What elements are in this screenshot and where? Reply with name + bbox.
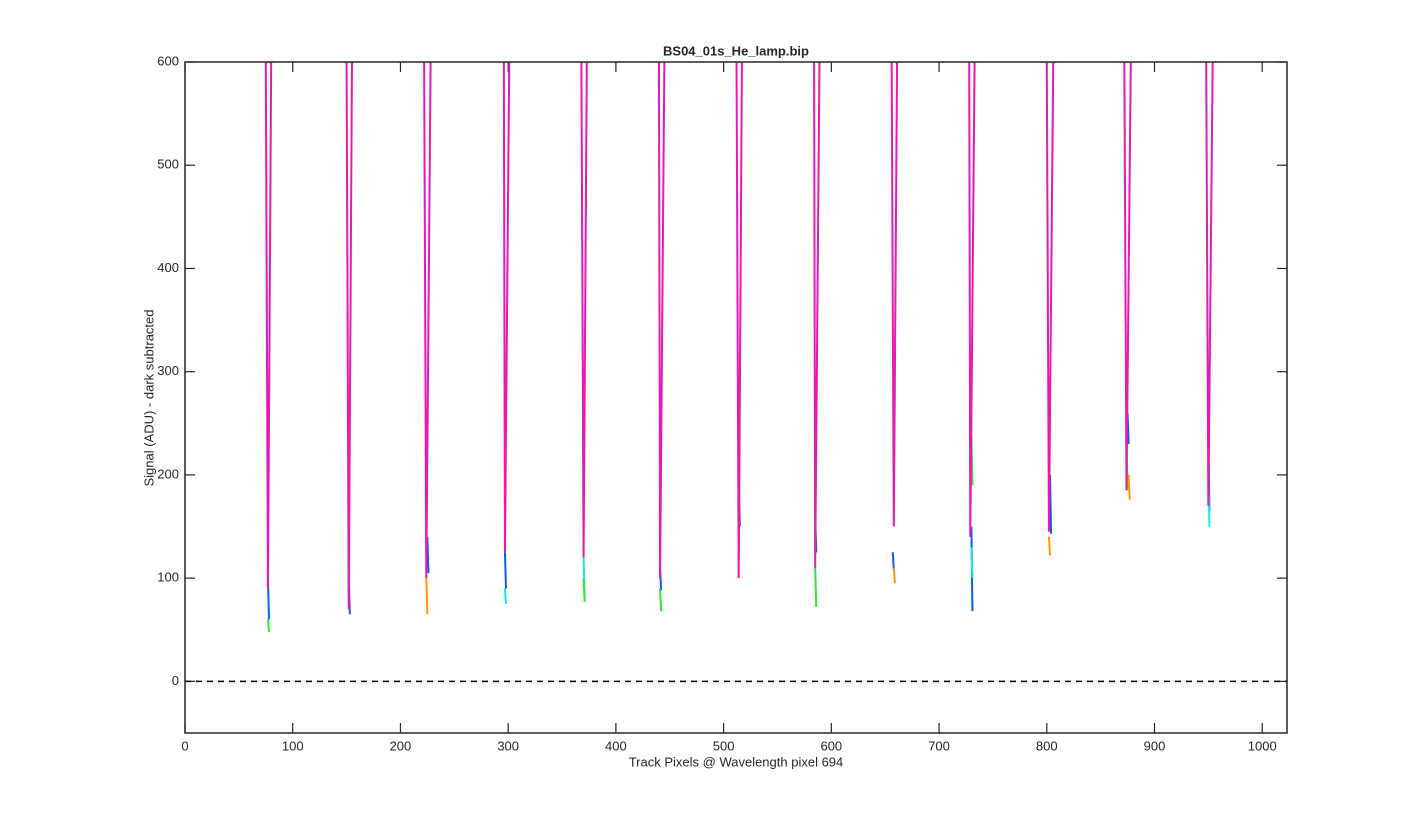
data-line bbox=[423, 62, 432, 579]
x-tick-label: 0 bbox=[181, 738, 188, 753]
chart-title: BS04_01s_He_lamp.bip bbox=[663, 43, 809, 58]
x-tick-label: 800 bbox=[1036, 738, 1058, 753]
data-line bbox=[657, 62, 666, 579]
data-line bbox=[1123, 62, 1132, 491]
y-tick-label: 400 bbox=[157, 260, 179, 275]
data-line bbox=[582, 578, 586, 602]
x-tick-label: 700 bbox=[928, 738, 950, 753]
data-line bbox=[891, 552, 895, 570]
data-line bbox=[1127, 474, 1131, 500]
data-line bbox=[970, 547, 974, 579]
data-line bbox=[890, 62, 899, 527]
y-tick-label: 100 bbox=[157, 570, 179, 585]
x-tick-label: 900 bbox=[1144, 738, 1166, 753]
y-tick-label: 0 bbox=[172, 673, 179, 688]
y-tick-label: 500 bbox=[157, 157, 179, 172]
plot-area bbox=[185, 62, 1287, 683]
data-line bbox=[580, 62, 588, 558]
y-tick-label: 300 bbox=[157, 363, 179, 378]
data-line bbox=[264, 62, 273, 589]
x-tick-label: 300 bbox=[497, 738, 519, 753]
data-line bbox=[266, 619, 271, 632]
x-tick-label: 600 bbox=[820, 738, 842, 753]
y-tick-label: 600 bbox=[157, 53, 179, 68]
data-line bbox=[892, 567, 896, 584]
data-line bbox=[503, 588, 508, 605]
data-line bbox=[425, 578, 429, 615]
y-axis-label: Signal (ADU) - dark subtracted bbox=[141, 309, 156, 486]
x-tick-label: 400 bbox=[605, 738, 627, 753]
data-line bbox=[1205, 62, 1214, 506]
data-line bbox=[813, 62, 821, 568]
x-axis-label: Track Pixels @ Wavelength pixel 694 bbox=[629, 754, 844, 769]
data-line bbox=[502, 62, 511, 553]
axes-box bbox=[184, 61, 1288, 734]
data-line bbox=[345, 62, 353, 610]
y-tick-label: 200 bbox=[157, 466, 179, 481]
ticks: 0 100 200 300 400 500 600 700 800 900 1000 0 100 200 3… bbox=[157, 53, 1287, 753]
data-line bbox=[968, 62, 976, 537]
x-tick-label: 100 bbox=[282, 738, 304, 753]
data-line bbox=[659, 588, 663, 612]
x-tick-label: 500 bbox=[713, 738, 735, 753]
x-tick-label: 200 bbox=[390, 738, 412, 753]
data-line bbox=[503, 552, 508, 589]
data-line bbox=[735, 62, 743, 579]
data-line bbox=[1045, 62, 1055, 532]
data-line bbox=[1047, 536, 1052, 556]
x-tick-label: 1000 bbox=[1248, 738, 1277, 753]
data-line bbox=[814, 567, 818, 608]
